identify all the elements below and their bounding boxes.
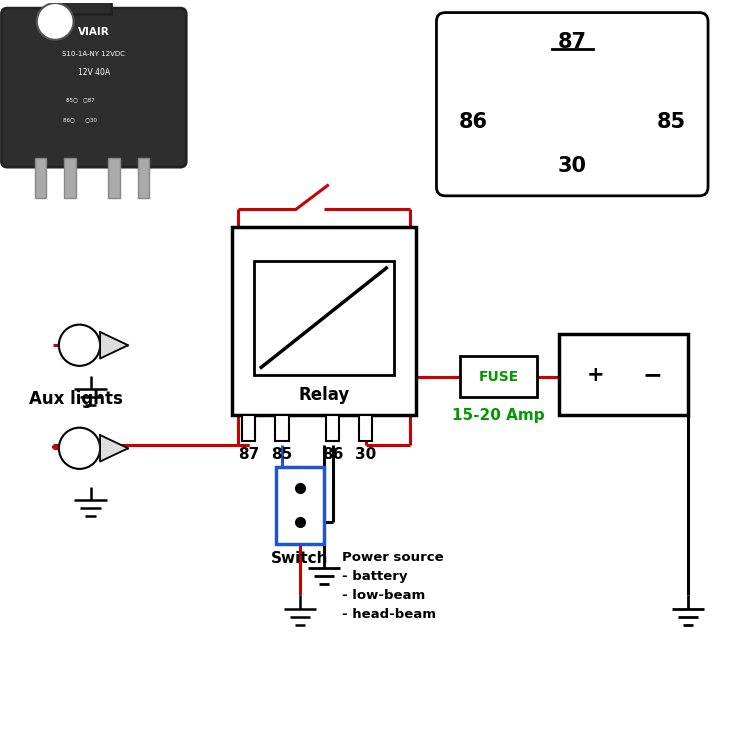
Text: VIAIR: VIAIR bbox=[78, 27, 110, 36]
Bar bbox=[254, 260, 394, 375]
Polygon shape bbox=[100, 332, 128, 358]
Bar bbox=[108, 157, 120, 198]
Text: Relay: Relay bbox=[298, 386, 350, 404]
Circle shape bbox=[59, 427, 100, 469]
Text: Power source
- battery
- low-beam
- head-beam: Power source - battery - low-beam - head… bbox=[342, 551, 444, 621]
Text: 85○   ○87: 85○ ○87 bbox=[66, 97, 94, 102]
Text: FUSE: FUSE bbox=[478, 370, 519, 384]
Circle shape bbox=[37, 3, 74, 40]
Text: Aux lights: Aux lights bbox=[29, 390, 124, 408]
Text: 12V 40A: 12V 40A bbox=[78, 68, 110, 77]
Bar bbox=[232, 228, 416, 416]
Text: 85: 85 bbox=[272, 447, 292, 462]
Text: 30: 30 bbox=[355, 447, 376, 462]
Text: −: − bbox=[643, 363, 662, 387]
Bar bbox=[138, 157, 149, 198]
Text: 30: 30 bbox=[558, 156, 587, 176]
Bar bbox=[242, 416, 255, 441]
Bar bbox=[35, 157, 46, 198]
Text: 86○      ○30: 86○ ○30 bbox=[63, 117, 97, 122]
Text: 86: 86 bbox=[322, 447, 344, 462]
Text: 86: 86 bbox=[459, 111, 487, 131]
Text: Switch: Switch bbox=[271, 551, 329, 566]
Bar bbox=[460, 356, 537, 397]
Bar bbox=[51, 0, 111, 14]
Bar bbox=[359, 416, 372, 441]
Text: 85: 85 bbox=[657, 111, 686, 131]
Circle shape bbox=[59, 325, 100, 366]
Text: 15-20 Amp: 15-20 Amp bbox=[453, 408, 545, 423]
Polygon shape bbox=[100, 435, 128, 462]
Text: S10-1A-NY 12VDC: S10-1A-NY 12VDC bbox=[63, 50, 125, 57]
FancyBboxPatch shape bbox=[1, 8, 186, 167]
Text: +: + bbox=[587, 364, 604, 384]
Bar bbox=[559, 334, 688, 416]
FancyBboxPatch shape bbox=[436, 13, 708, 196]
Bar bbox=[326, 416, 339, 441]
Bar bbox=[275, 416, 289, 441]
Text: 87: 87 bbox=[558, 33, 587, 53]
Text: 87: 87 bbox=[238, 447, 259, 462]
Bar bbox=[64, 157, 76, 198]
Bar bbox=[276, 467, 324, 544]
